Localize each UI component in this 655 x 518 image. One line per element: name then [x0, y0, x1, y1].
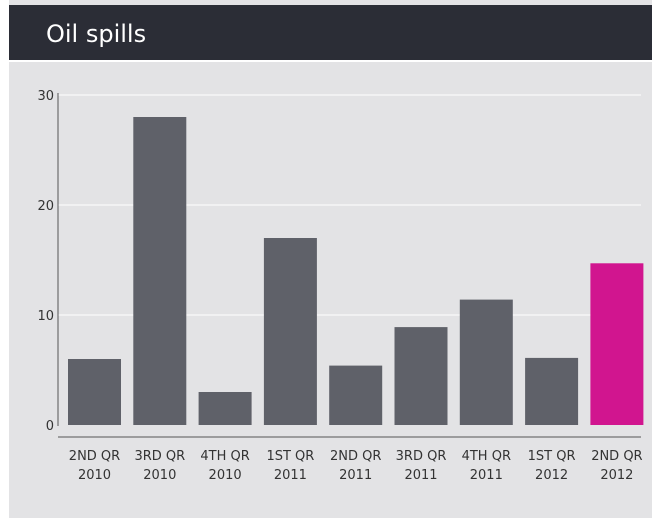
x-tick-label-year: 2011 [470, 468, 503, 483]
x-tick-label: 4TH QR [200, 449, 249, 464]
chart-title: Oil spills [46, 20, 147, 48]
y-tick-label: 10 [37, 309, 54, 324]
chart-header: Oil spills [9, 5, 652, 60]
y-tick-label: 30 [37, 89, 54, 104]
y-tick-label: 0 [46, 419, 54, 434]
x-tick-label: 4TH QR [462, 449, 511, 464]
bar [198, 392, 252, 425]
x-tick-label: 2ND QR [591, 449, 642, 464]
bar [133, 117, 187, 425]
bar [590, 263, 644, 425]
bar [329, 365, 383, 425]
y-tick-label: 20 [37, 199, 54, 214]
header-divider [9, 60, 652, 62]
bar [525, 357, 579, 425]
x-tick-label-year: 2012 [600, 468, 633, 483]
bar-chart: 0 10 20 30 2ND QR 2010 3RD QR 2010 4TH QR 2010 1ST… [37, 89, 644, 483]
x-tick-label: 3RD QR [396, 449, 447, 464]
x-tick-label-year: 2011 [274, 468, 307, 483]
bar [459, 299, 513, 425]
x-tick-label-year: 2010 [78, 468, 111, 483]
bar [394, 327, 448, 425]
x-tick-label-year: 2011 [339, 468, 372, 483]
x-tick-label-year: 2010 [143, 468, 176, 483]
x-tick-label: 3RD QR [134, 449, 185, 464]
x-tick-label: 1ST QR [266, 449, 314, 464]
chart-panel: Oil spills 0 10 20 30 2ND QR 2010 3RD QR 2010 4T… [9, 0, 652, 518]
bar [68, 359, 121, 425]
x-tick-label: 1ST QR [528, 449, 576, 464]
x-tick-label: 2ND QR [69, 449, 120, 464]
x-tick-label-year: 2011 [404, 468, 437, 483]
x-tick-label-year: 2012 [535, 468, 568, 483]
x-tick-label: 2ND QR [330, 449, 381, 464]
x-tick-label-year: 2010 [209, 468, 242, 483]
bar [263, 238, 317, 425]
